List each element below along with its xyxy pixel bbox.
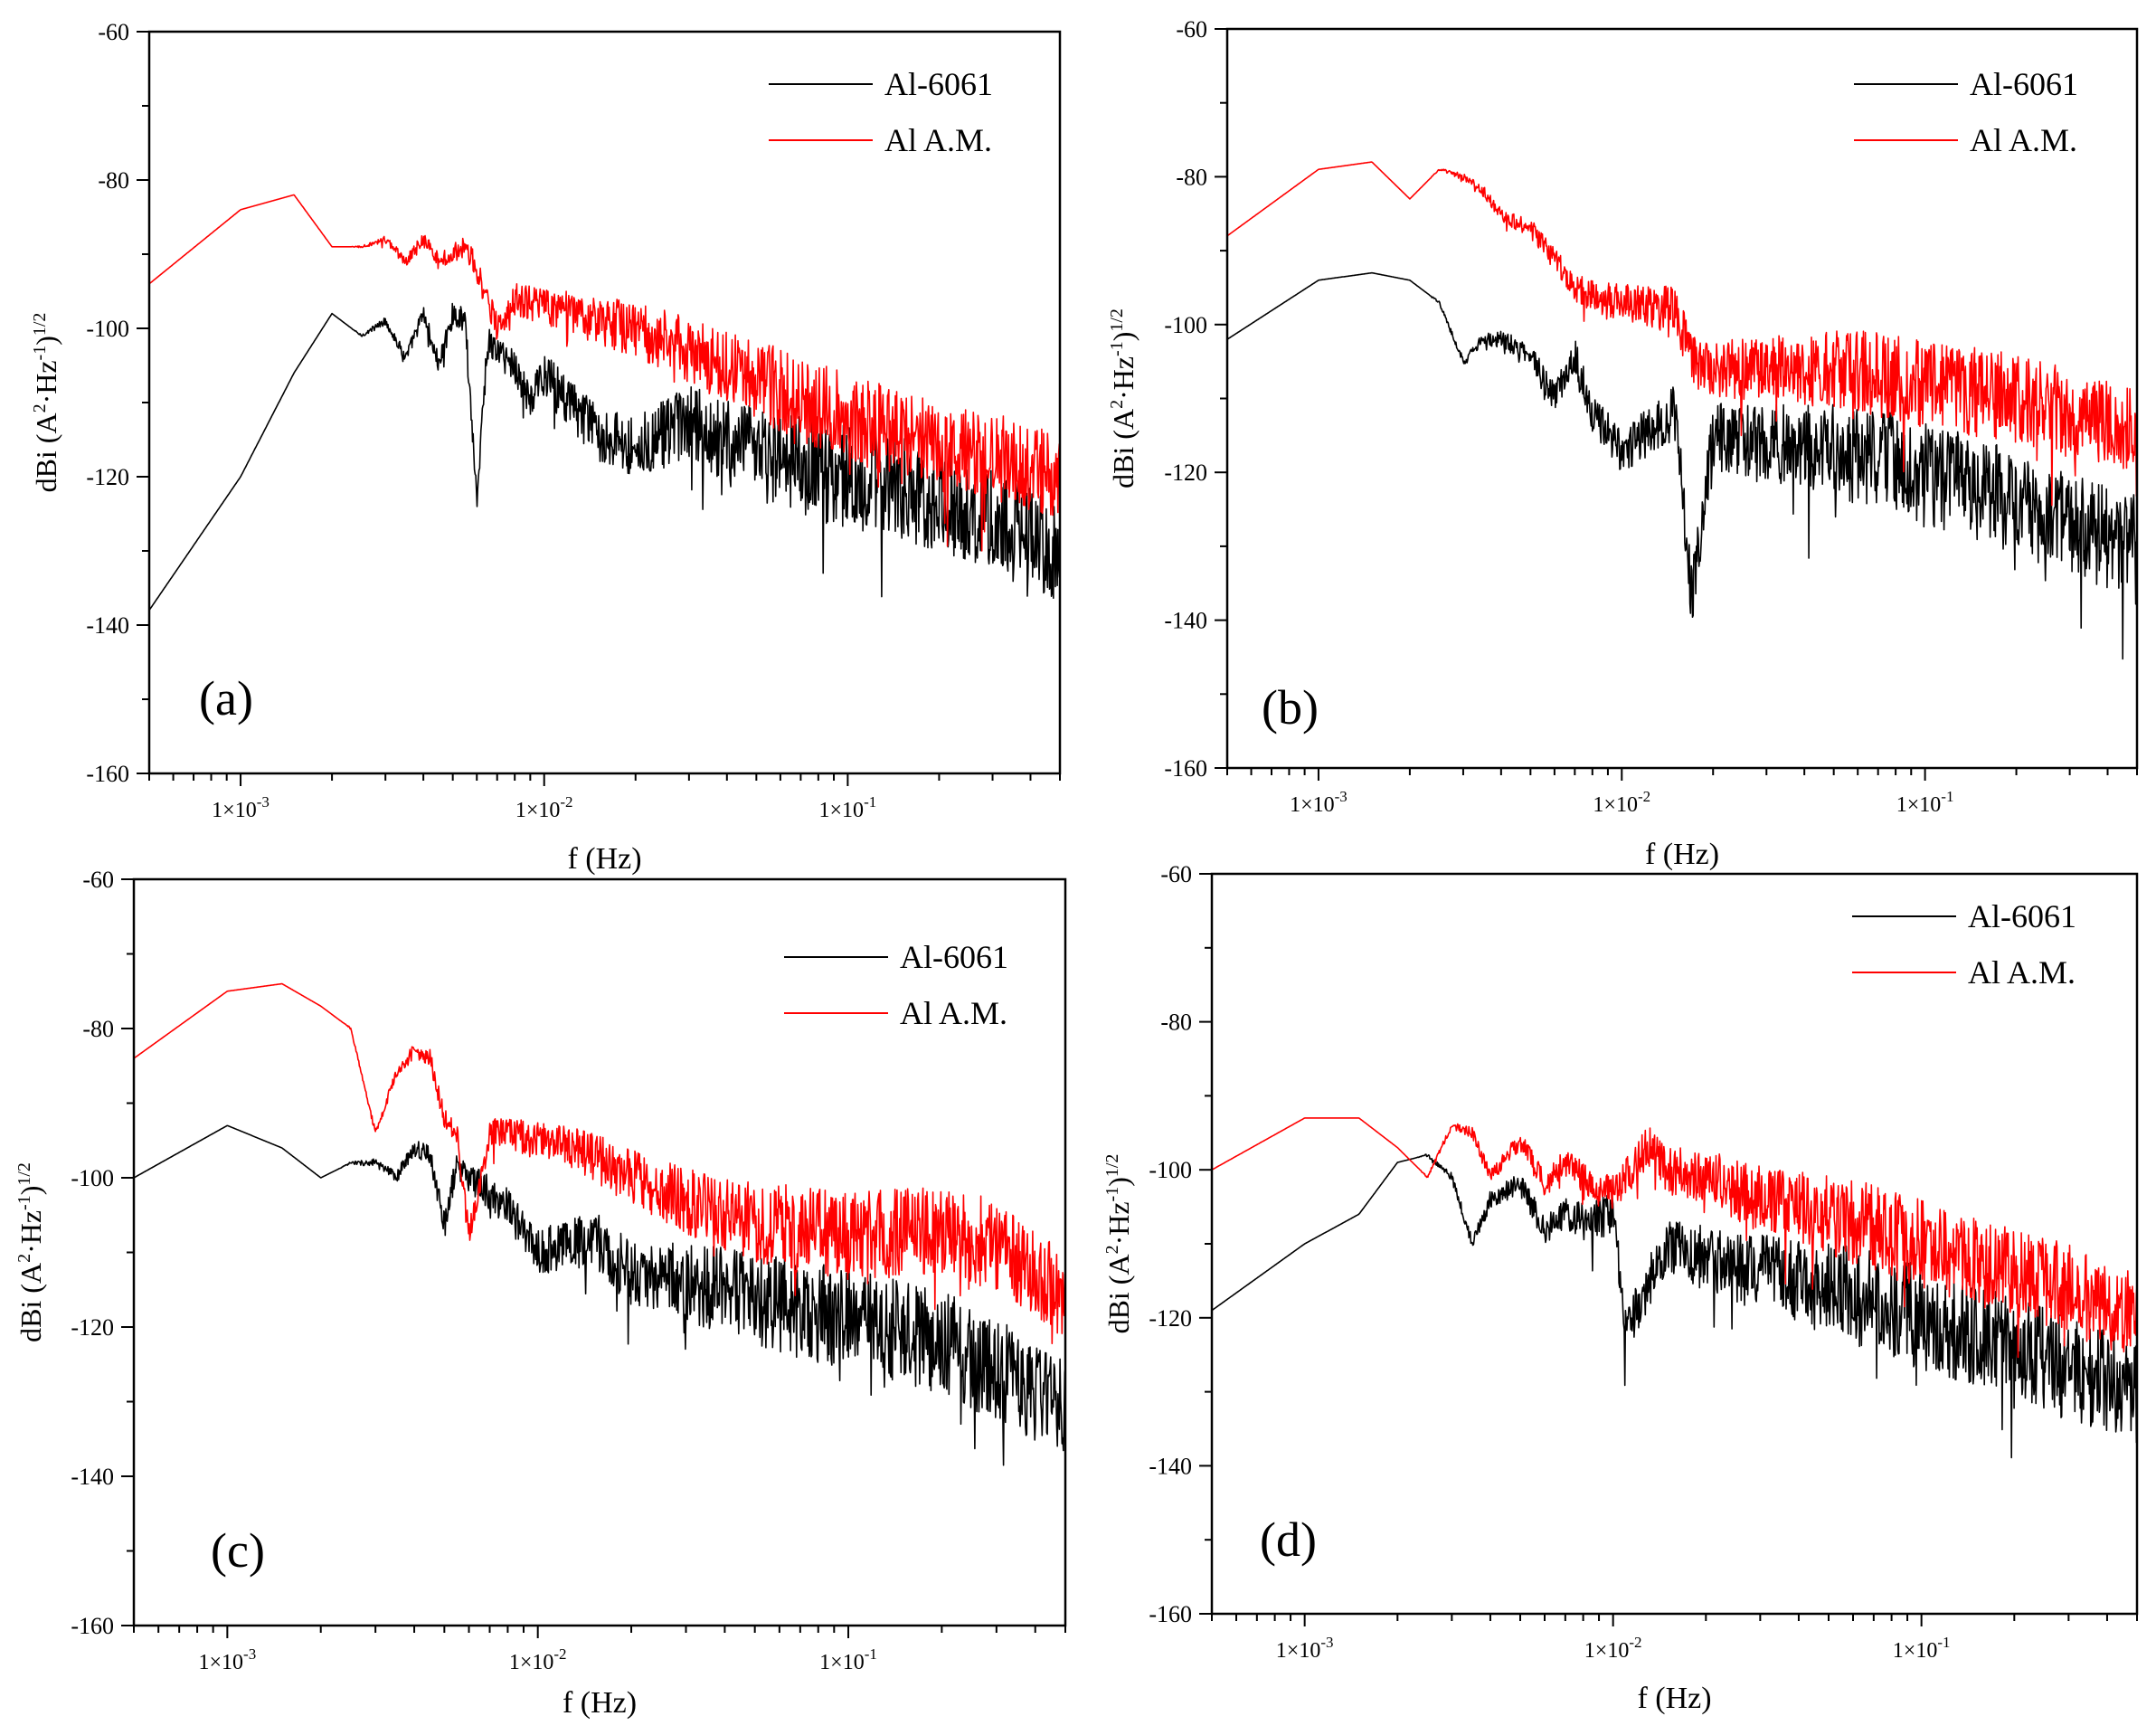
y-tick-label: -140: [1164, 608, 1207, 634]
chart-panel-c: -60 -80 -100 -120 -140 -160 1×10-3 1×10-2 1×10-1…: [14, 867, 1067, 1720]
series-line-al-6061: [133, 1124, 1066, 1466]
y-tick-label: -100: [71, 1165, 114, 1191]
legend-label: Al-6061: [1970, 66, 2078, 102]
y-tick-label: -140: [1149, 1453, 1192, 1479]
series-line-al-a-m-: [1211, 1117, 2138, 1359]
legend-label: Al A.M.: [884, 122, 992, 158]
y-axis-label: dBi (A2·Hz-1)1/2: [1102, 1154, 1135, 1334]
y-axis-label: dBi (A2·Hz-1)1/2: [30, 313, 62, 493]
legend-label: Al-6061: [884, 66, 993, 102]
series-line-al-6061: [1226, 271, 2138, 660]
y-tick-label: -100: [1149, 1157, 1192, 1183]
legend-label: Al-6061: [1968, 898, 2076, 934]
x-axis-label: f (Hz): [563, 1686, 637, 1720]
x-tick-label: 1×10-2: [515, 793, 573, 822]
y-tick-label: -80: [1176, 164, 1207, 190]
legend-label: Al A.M.: [900, 995, 1007, 1031]
y-tick-label: -60: [98, 19, 129, 45]
y-tick-label: -160: [71, 1613, 114, 1639]
series-line-al-6061: [1211, 1153, 2138, 1459]
x-tick-label: 1×10-1: [819, 793, 877, 822]
chart-panel-d: -60 -80 -100 -120 -140 -160 1×10-3 1×10-2 1×10-1…: [1102, 861, 2139, 1715]
x-tick-label: 1×10-3: [212, 793, 270, 822]
y-tick-label: -80: [1160, 1010, 1192, 1036]
y-tick-label: -120: [1149, 1305, 1192, 1332]
series-line-al-6061: [148, 302, 1061, 612]
y-axis-label: dBi (A2·Hz-1)1/2: [1107, 308, 1139, 488]
legend-label: Al A.M.: [1968, 954, 2076, 991]
y-tick-label: -160: [1164, 755, 1207, 782]
y-tick-label: -60: [1176, 16, 1207, 43]
y-tick-label: -60: [82, 867, 114, 893]
x-tick-label: 1×10-3: [1290, 788, 1348, 817]
y-tick-label: -80: [82, 1016, 114, 1042]
series-line-al-a-m-: [148, 194, 1061, 552]
x-tick-label: 1×10-3: [198, 1645, 256, 1674]
y-tick-label: -120: [1164, 460, 1207, 486]
series-line-al-a-m-: [1226, 161, 2138, 507]
x-tick-label: 1×10-3: [1276, 1634, 1334, 1663]
y-tick-label: -160: [86, 761, 129, 787]
panel-label: (d): [1260, 1512, 1317, 1567]
panel-label: (b): [1262, 680, 1319, 735]
x-tick-label: 1×10-2: [509, 1645, 567, 1674]
x-tick-label: 1×10-1: [1896, 788, 1954, 817]
y-tick-label: -120: [71, 1314, 114, 1341]
legend-label: Al-6061: [900, 939, 1008, 975]
chart-panel-b: -60 -80 -100 -120 -140 -160 1×10-3 1×10-2 1×10-1…: [1107, 16, 2139, 871]
y-tick-label: -140: [86, 612, 129, 639]
y-tick-label: -140: [71, 1464, 114, 1490]
x-tick-label: 1×10-1: [1893, 1634, 1951, 1663]
x-tick-label: 1×10-2: [1584, 1634, 1642, 1663]
x-tick-label: 1×10-1: [819, 1645, 877, 1674]
y-tick-label: -100: [1164, 312, 1207, 338]
x-tick-label: 1×10-2: [1593, 788, 1650, 817]
y-tick-label: -160: [1149, 1601, 1192, 1627]
x-axis-label: f (Hz): [1645, 838, 1719, 871]
panel-label: (a): [199, 671, 253, 725]
series-line-al-a-m-: [133, 982, 1066, 1344]
y-tick-label: -100: [86, 316, 129, 342]
y-axis-label: dBi (A2·Hz-1)1/2: [14, 1162, 47, 1342]
y-tick-label: -60: [1160, 861, 1192, 887]
x-axis-label: f (Hz): [567, 842, 641, 876]
chart-panel-a: -60 -80 -100 -120 -140 -160 1×10-3 1×10-2 1×10-1…: [30, 19, 1062, 876]
y-tick-label: -120: [86, 464, 129, 490]
legend-label: Al A.M.: [1970, 122, 2077, 158]
y-tick-label: -80: [98, 167, 129, 194]
panel-label: (c): [211, 1523, 265, 1578]
x-axis-label: f (Hz): [1637, 1682, 1711, 1715]
